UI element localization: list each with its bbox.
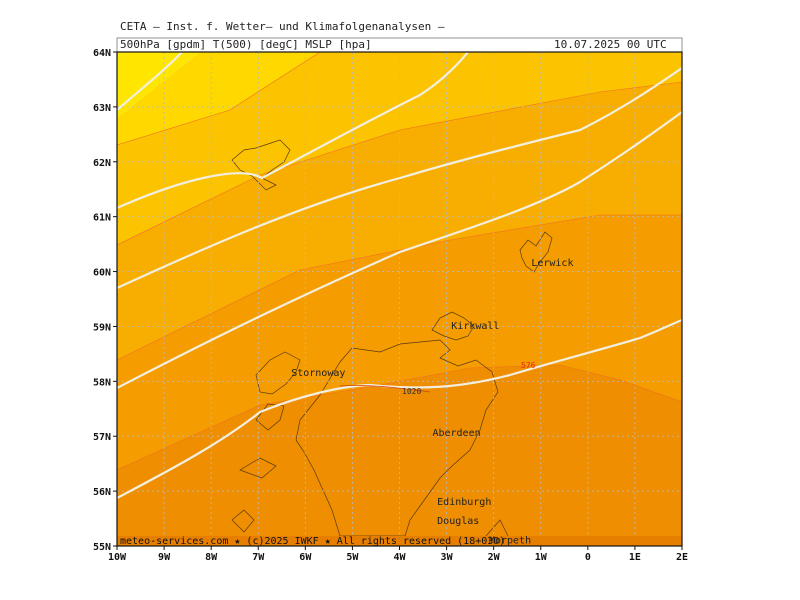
fields-label: 500hPa [gpdm] T(500) [degC] MSLP [hpa]: [120, 38, 372, 51]
place-label-stornoway: Stornoway: [291, 368, 345, 379]
lat-label: 62N: [93, 158, 111, 169]
shade-band-3: [117, 52, 682, 245]
place-label-edinburgh: Edinburgh: [437, 497, 491, 508]
lon-label: 6W: [299, 552, 312, 563]
lon-label: 7W: [252, 552, 265, 563]
coast-lewis: [255, 351, 301, 395]
contour-1: [117, 52, 183, 111]
header-box: [116, 37, 683, 53]
contour-2: [117, 52, 469, 210]
axis-ticks: [113, 51, 683, 550]
place-labels: Lerwick Kirkwall Stornoway Aberdeen Edinburg…: [291, 258, 573, 546]
lon-label: 2W: [488, 552, 501, 563]
lat-label: 64N: [93, 48, 111, 59]
lon-label: 0: [585, 552, 591, 563]
lat-label: 63N: [93, 103, 111, 114]
lat-labels: 55N 56N 57N 58N 59N 60N 61N 62N 63N 64N: [93, 48, 111, 553]
lon-label: 1W: [535, 552, 548, 563]
shade-band-2: [117, 52, 320, 145]
lat-label: 58N: [93, 377, 111, 388]
footer-credit: meteo-services.com ★ (c)2025 IWKF ★ All …: [120, 536, 505, 547]
footer-band: [117, 536, 682, 546]
lon-label: 5W: [346, 552, 359, 563]
place-label-kirkwall: Kirkwall: [451, 321, 499, 332]
lon-label: 2E: [676, 552, 688, 563]
lon-label: 10W: [108, 552, 127, 563]
isotherm-label: 576: [521, 361, 536, 370]
coast-morpeth: [485, 519, 509, 537]
place-label-lerwick: Lerwick: [531, 258, 573, 269]
lat-lon-grid: [117, 52, 682, 546]
lat-label: 59N: [93, 322, 111, 333]
lon-labels: 10W 9W 8W 7W 6W 5W 4W 3W 2W 1W 0 1E 2E: [108, 552, 688, 563]
coast-islay: [231, 509, 255, 533]
geopotential-contours: [117, 52, 682, 499]
lon-label: 1E: [629, 552, 641, 563]
lon-label: 8W: [205, 552, 218, 563]
place-label-douglas: Douglas: [437, 516, 479, 527]
contour-3: [117, 67, 682, 290]
lat-label: 55N: [93, 542, 111, 553]
place-label-morpeth: Morpeth: [489, 535, 531, 546]
contour-4: [117, 111, 682, 389]
lon-label: 3W: [441, 552, 454, 563]
lat-label: 56N: [93, 487, 111, 498]
place-label-aberdeen: Aberdeen: [432, 428, 480, 439]
coast-shetland: [519, 231, 553, 273]
datetime-label: 10.07.2025 00 UTC: [554, 38, 667, 51]
lon-label: 9W: [158, 552, 171, 563]
lon-label: 4W: [393, 552, 406, 563]
chart-title: CETA – Inst. f. Wetter– und Klimafolgena…: [120, 20, 445, 33]
shade-band-6: [117, 365, 682, 546]
coast-mull: [239, 457, 277, 479]
coast-skye: [255, 403, 285, 431]
shade-edges: [117, 52, 682, 471]
lat-label: 57N: [93, 432, 111, 443]
isobar-1020: [339, 385, 431, 393]
lat-label: 61N: [93, 213, 111, 224]
isobar-label: 1020: [402, 387, 421, 396]
coast-mainland: [295, 339, 499, 537]
lat-label: 60N: [93, 268, 111, 279]
contour-5: [117, 318, 682, 499]
